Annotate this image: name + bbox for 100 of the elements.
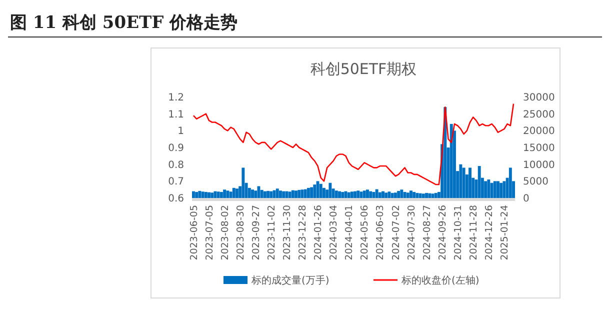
bar — [291, 190, 294, 198]
bar — [416, 192, 419, 198]
x-tick-label: 2024-09-26 — [437, 205, 448, 260]
bar — [434, 192, 438, 198]
x-tick-label: 2025-01-24 — [500, 205, 511, 260]
bar — [425, 192, 428, 198]
bar — [294, 190, 298, 198]
bar — [304, 189, 307, 198]
bar — [279, 190, 282, 198]
legend-label: 标的收盘价(左轴) — [400, 274, 480, 286]
x-tick-label: 2023-11-02 — [266, 205, 278, 260]
legend-label: 标的成交量(万手) — [250, 274, 330, 286]
bar — [400, 190, 404, 198]
bar — [410, 190, 412, 198]
x-tick-label: 2024-10-31 — [452, 205, 464, 260]
y-tick-label: 1 — [178, 126, 184, 138]
x-tick-label: 2024-11-28 — [468, 205, 480, 260]
bar — [338, 191, 341, 198]
chart-title: 图 11 科创 50ETF 价格走势 — [10, 13, 238, 33]
y-tick-label: 1.1 — [168, 109, 184, 120]
x-tick-label: 2023-06-05 — [188, 205, 200, 260]
x-tick-label: 2023-07-05 — [204, 205, 216, 260]
x-tick-label: 2024-03-04 — [328, 205, 340, 260]
bar — [282, 191, 286, 198]
bar — [270, 191, 273, 198]
bar — [347, 192, 350, 198]
bar — [313, 184, 316, 198]
y2-tick-label: 25000 — [523, 109, 555, 120]
bar — [500, 182, 503, 198]
bar — [350, 192, 354, 198]
bar — [298, 190, 301, 198]
bar — [198, 190, 202, 198]
chart-subtitle: 科创50ETF期权 — [310, 60, 417, 78]
bar — [276, 188, 279, 198]
bar — [382, 191, 384, 198]
bar — [341, 192, 344, 198]
x-tick-label: 2024-01-26 — [313, 205, 324, 260]
y2-tick-label: 30000 — [523, 92, 555, 104]
bar — [236, 188, 238, 198]
bar — [394, 192, 397, 198]
bar — [285, 191, 288, 198]
bar — [220, 192, 223, 198]
bar — [334, 190, 338, 198]
y2-tick-label: 20000 — [523, 126, 555, 138]
x-tick-label: 2023-11-30 — [282, 205, 294, 260]
bar — [397, 190, 400, 198]
x-tick-label: 2024-07-02 — [390, 205, 402, 260]
bar — [493, 181, 496, 198]
bar — [319, 184, 322, 198]
bar — [462, 168, 466, 198]
bar — [192, 191, 195, 198]
bar — [263, 191, 266, 198]
x-tick-label: 2024-08-27 — [422, 205, 433, 260]
bar — [210, 192, 214, 198]
bar — [306, 188, 310, 198]
bar — [450, 124, 453, 198]
bar — [322, 188, 326, 198]
bar — [484, 181, 488, 198]
y2-tick-label: 10000 — [523, 160, 555, 171]
x-tick-label: 2024-05-06 — [360, 205, 371, 260]
bar — [208, 192, 210, 198]
bar — [366, 190, 369, 198]
x-tick-label: 2024-07-30 — [406, 205, 418, 260]
bar — [328, 182, 332, 198]
bar — [242, 168, 245, 198]
x-tick-label: 2023-09-27 — [250, 205, 262, 260]
bar — [226, 190, 230, 198]
bar — [378, 192, 382, 198]
bar — [201, 192, 204, 198]
bar — [354, 191, 357, 198]
bar — [384, 192, 388, 198]
y2-tick-label: 0 — [523, 194, 530, 204]
bar — [390, 192, 394, 198]
bar — [223, 190, 226, 198]
bar — [418, 193, 422, 198]
x-tick-label: 2024-04-01 — [344, 205, 356, 260]
bar — [204, 192, 208, 198]
y-tick-label: 1.2 — [168, 92, 184, 104]
bar — [195, 192, 198, 198]
bar — [372, 192, 376, 198]
bar — [502, 181, 506, 198]
bar — [266, 190, 270, 198]
y-tick-label: 0.8 — [168, 160, 184, 171]
bar — [356, 190, 360, 198]
line-series — [192, 103, 514, 186]
y2-tick-label: 15000 — [523, 143, 555, 154]
x-tick-label: 2024-06-03 — [375, 205, 386, 260]
y2-tick-label: 5000 — [523, 176, 548, 188]
bar — [260, 190, 264, 198]
bar — [288, 192, 292, 198]
bar — [406, 192, 410, 198]
x-tick-label: 2024-12-26 — [484, 205, 495, 260]
bar — [232, 188, 236, 198]
y-tick-label: 0.9 — [168, 143, 184, 154]
y-tick-label: 0.6 — [168, 194, 184, 204]
x-tick-label: 2023-08-30 — [235, 205, 246, 260]
bar — [459, 164, 462, 198]
bar — [478, 166, 481, 198]
bar — [508, 168, 512, 198]
bar — [428, 193, 432, 198]
